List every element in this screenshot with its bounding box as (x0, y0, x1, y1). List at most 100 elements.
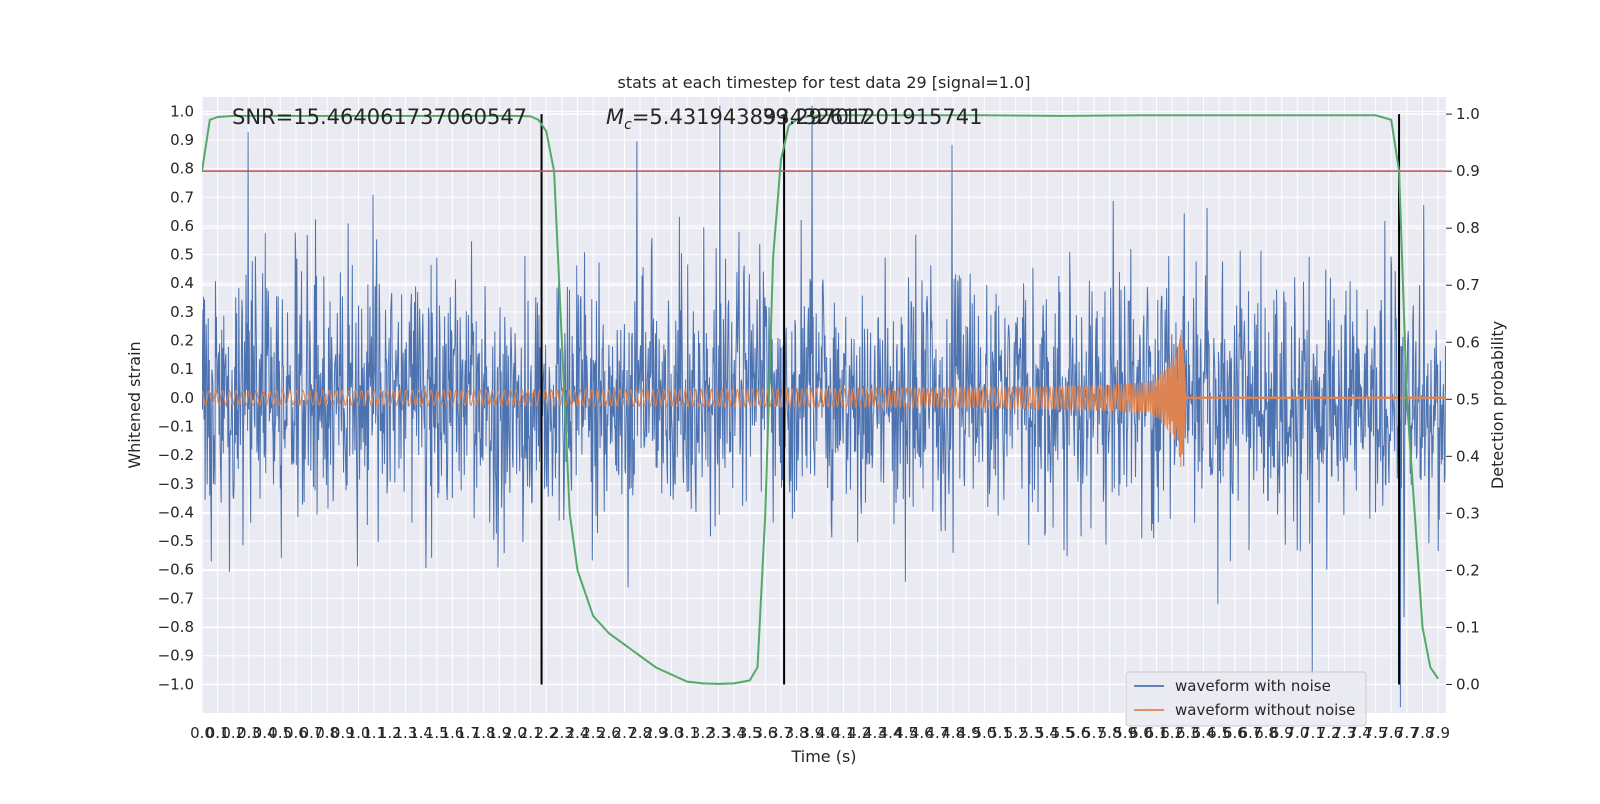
series-waveform-without-noise (202, 329, 1446, 467)
y2-tick-label: 0.8 (1456, 219, 1480, 237)
x-tick-label: 1.0 (347, 724, 371, 742)
x-tick-label: 1.6 (440, 724, 464, 742)
y-tick-label: 1.0 (170, 102, 194, 120)
x-tick-label: 0.1 (206, 724, 230, 742)
y-tick-label: 0.8 (170, 160, 194, 178)
x-tick-label: 6.6 (1223, 724, 1247, 742)
x-tick-label: 2.0 (503, 724, 527, 742)
x-tick-label: 6.3 (1176, 724, 1200, 742)
y2-tick-label: 0.6 (1456, 333, 1480, 351)
x-tick-label: 4.2 (847, 724, 871, 742)
x-tick-label: 6.2 (1160, 724, 1184, 742)
x-tick-label: 1.2 (378, 724, 402, 742)
y-tick-label: 0.3 (170, 303, 194, 321)
x-tick-label: 2.8 (628, 724, 652, 742)
x-tick-label: 6.7 (1238, 724, 1262, 742)
y2-tick-label: 0.2 (1456, 561, 1480, 579)
y-tick-label: 0.4 (170, 274, 194, 292)
x-tick-label: 0.5 (268, 724, 292, 742)
y2-tick-label: 0.0 (1456, 675, 1480, 693)
series-waveform-with-noise (202, 105, 1446, 708)
mc-value: =5.431943893432617 (632, 105, 870, 129)
x-tick-label: 5.0 (972, 724, 996, 742)
y2-tick-label: 1.0 (1456, 105, 1480, 123)
y-tick-label: −0.8 (158, 618, 194, 636)
x-tick-label: 5.1 (988, 724, 1012, 742)
y-tick-label: −1.0 (158, 675, 194, 693)
y-tick-label: −0.1 (158, 417, 194, 435)
y2-tick-label: 0.1 (1456, 618, 1480, 636)
x-tick-label: 7.7 (1395, 724, 1419, 742)
x-tick-label: 3.4 (722, 724, 746, 742)
y-right-tick-labels: 0.0 0.1 0.2 0.3 0.4 0.5 0.6 0.7 0.8 0.9 1.0 (1446, 105, 1480, 693)
y-axis-label-left: Whitened strain (125, 341, 144, 468)
chirp-mass-overlap-annotation: 39.29701201915741 (762, 105, 982, 129)
x-tick-label: 0.4 (253, 724, 277, 742)
x-tick-label: 7.4 (1348, 724, 1372, 742)
x-tick-label: 2.2 (534, 724, 558, 742)
y2-tick-label: 0.4 (1456, 447, 1480, 465)
y-tick-label: −0.3 (158, 475, 194, 493)
x-tick-label: 4.7 (926, 724, 950, 742)
x-tick-label: 0.7 (300, 724, 324, 742)
x-tick-label: 0.8 (315, 724, 339, 742)
x-tick-label: 2.5 (581, 724, 605, 742)
x-tick-label: 1.4 (409, 724, 433, 742)
y2-tick-label: 0.5 (1456, 390, 1480, 408)
vertical-markers (540, 114, 1401, 685)
x-tick-label: 0.0 (190, 724, 214, 742)
y-tick-label: −0.7 (158, 589, 194, 607)
y2-tick-label: 0.7 (1456, 276, 1480, 294)
x-tick-label: 7.0 (1285, 724, 1309, 742)
x-axis-label: Time (s) (790, 747, 856, 766)
x-tick-label: 0.3 (237, 724, 261, 742)
x-tick-label: 3.2 (691, 724, 715, 742)
legend-box (1125, 671, 1367, 727)
x-tick-label: 5.9 (1113, 724, 1137, 742)
x-tick-label: 1.1 (362, 724, 386, 742)
legend-label-clean: waveform without noise (1175, 701, 1355, 719)
y-axis-label-right: Detection probability (1488, 321, 1507, 489)
y-tick-label: 0.9 (170, 131, 194, 149)
y2-tick-label: 0.3 (1456, 504, 1480, 522)
y-tick-label: 0.6 (170, 217, 194, 235)
chart-title: stats at each timestep for test data 29 … (618, 73, 1031, 92)
x-tick-label: 2.6 (597, 724, 621, 742)
y-tick-label: 0.1 (170, 360, 194, 378)
y-tick-label: 0.5 (170, 246, 194, 264)
x-tick-label: 1.3 (393, 724, 417, 742)
x-tick-label: 5.7 (1082, 724, 1106, 742)
x-tick-label: 3.1 (675, 724, 699, 742)
x-tick-label: 6.0 (1129, 724, 1153, 742)
legend-label-noise: waveform with noise (1175, 677, 1331, 695)
y-tick-label: 0.0 (170, 389, 194, 407)
y-left-tick-labels: −1.0 −0.9 −0.8 −0.7 −0.6 −0.5 −0.4 −0.3 −0.2 −0.1… (158, 102, 194, 693)
x-tick-label: 5.4 (1035, 724, 1059, 742)
y-tick-label: −0.4 (158, 503, 194, 521)
mc-symbol: M (606, 105, 624, 129)
x-tick-label: 5.5 (1051, 724, 1075, 742)
x-tick-label: 2.9 (644, 724, 668, 742)
x-tick-label: 4.3 (863, 724, 887, 742)
y-tick-label: 0.2 (170, 332, 194, 350)
x-tick-label: 7.9 (1426, 724, 1450, 742)
y-tick-label: −0.9 (158, 647, 194, 665)
x-tick-label: 4.6 (910, 724, 934, 742)
x-tick-label: 4.5 (894, 724, 918, 742)
chirp-mass-annotation: Mc=5.431943893432617 (606, 105, 870, 133)
y2-tick-label: 0.9 (1456, 162, 1480, 180)
x-tick-label: 1.9 (487, 724, 511, 742)
x-tick-label: 3.3 (706, 724, 730, 742)
x-tick-label: 6.9 (1270, 724, 1294, 742)
x-tick-label: 4.0 (816, 724, 840, 742)
mc-subscript: c (624, 117, 632, 133)
x-tick-label: 1.7 (456, 724, 480, 742)
x-tick-label: 4.1 (832, 724, 856, 742)
x-tick-label: 4.9 (957, 724, 981, 742)
y-tick-label: −0.6 (158, 561, 194, 579)
y-tick-label: −0.5 (158, 532, 194, 550)
x-tick-label: 5.8 (1098, 724, 1122, 742)
x-tick-label: 7.3 (1332, 724, 1356, 742)
x-tick-label: 7.8 (1411, 724, 1435, 742)
